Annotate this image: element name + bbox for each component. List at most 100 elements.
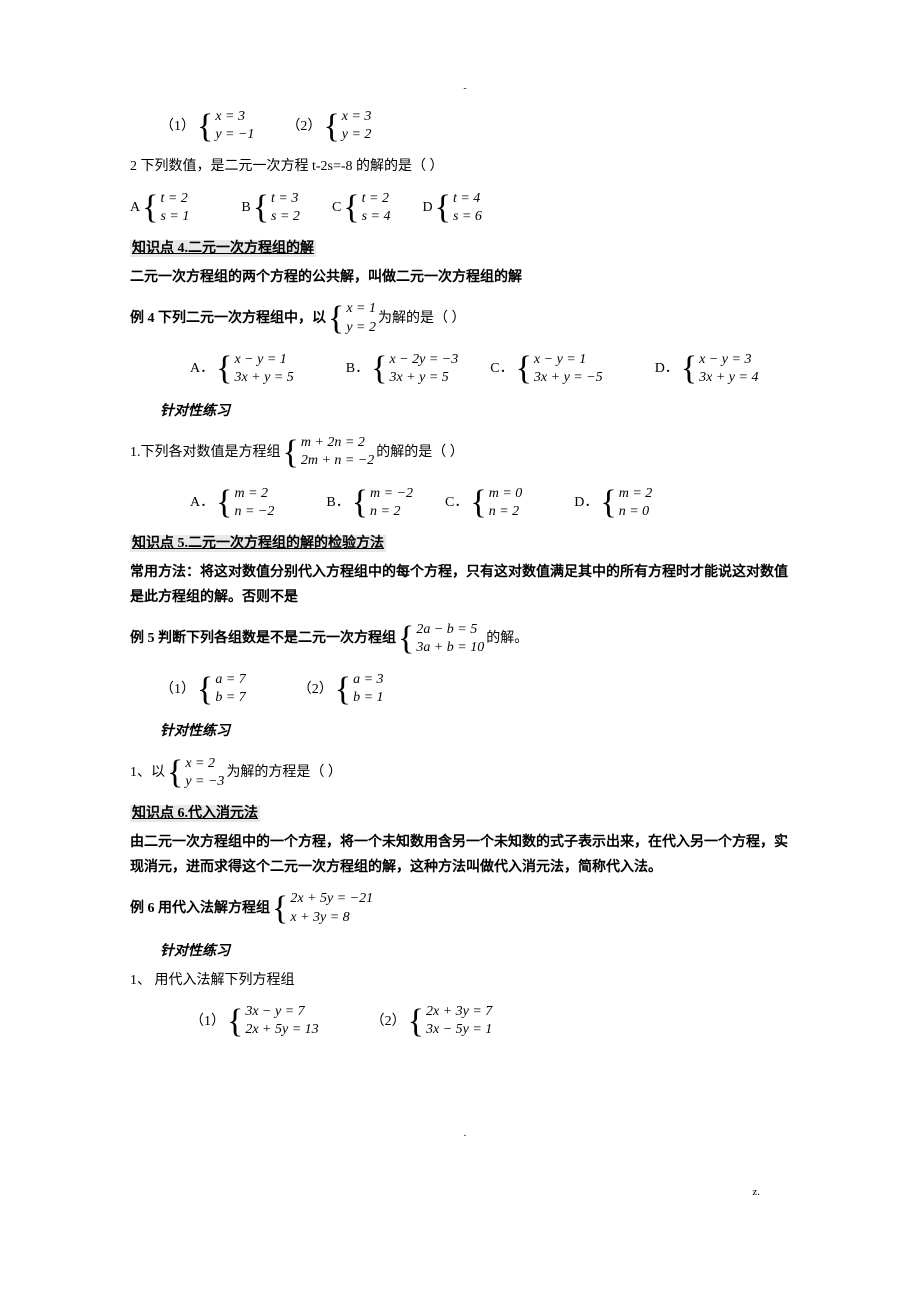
kp4-sysB: { x − 2y = −3 3x + y = 5 — [371, 351, 458, 387]
kp5-p1-post: 为解的方程是（ ） — [226, 760, 342, 785]
opt-D: D． — [574, 490, 598, 515]
q2-sysB: { t = 3 s = 2 — [253, 190, 300, 226]
eq: a = 7 — [215, 671, 245, 689]
kp4-p1-sys: { m + 2n = 2 2m + n = −2 — [283, 434, 375, 470]
ex5-row: 例 5 判断下列各组数是不是二元一次方程组 { 2a − b = 5 3a + … — [130, 617, 800, 661]
kp4p-sysC: { m = 0 n = 2 — [470, 485, 522, 521]
kp5-p1-sys: { x = 2 y = −3 — [167, 755, 224, 791]
kp4p-sysA: { m = 2 n = −2 — [216, 485, 274, 521]
q2-sysA: { t = 2 s = 1 — [142, 190, 189, 226]
eq: b = 1 — [353, 689, 383, 707]
eq: y = 2 — [346, 319, 376, 337]
q2-sysD: { t = 4 s = 6 — [435, 190, 482, 226]
ex6-row: 例 6 用代入法解方程组 { 2x + 5y = −21 x + 3y = 8 — [130, 886, 800, 930]
eq: 3a + b = 10 — [416, 639, 484, 657]
eq: s = 6 — [453, 208, 482, 226]
kp4-def: 二元一次方程组的两个方程的公共解，叫做二元一次方程组的解 — [130, 265, 800, 290]
eq: 2m + n = −2 — [301, 452, 374, 470]
eq: a = 3 — [353, 671, 383, 689]
brace-icon: { — [600, 489, 616, 516]
brace-icon: { — [272, 895, 288, 922]
brace-icon: { — [197, 113, 213, 140]
eq: s = 4 — [362, 208, 391, 226]
eq: 3x − y = 7 — [245, 1003, 318, 1021]
brace-icon: { — [328, 305, 344, 332]
kp6-title: 知识点 6.代入消元法 — [130, 805, 260, 822]
ex5-sys: { 2a − b = 5 3a + b = 10 — [398, 621, 484, 657]
eq: 2x + 5y = 13 — [245, 1021, 318, 1039]
kp4-p1-pre: 1.下列各对数值是方程组 — [130, 440, 281, 465]
eq: m + 2n = 2 — [301, 434, 374, 452]
eq: 2x + 5y = −21 — [290, 890, 373, 908]
ex5-n2: （2） — [298, 677, 333, 702]
brace-icon: { — [216, 355, 232, 382]
opt-D: D． — [655, 356, 679, 381]
header-mark: - — [130, 80, 800, 98]
kp6-p1-text: 1、 用代入法解下列方程组 — [130, 968, 800, 993]
brace-icon: { — [398, 625, 414, 652]
ex4-pre: 例 4 下列二元一次方程组中，以 — [130, 306, 326, 331]
eq: 3x + y = 4 — [699, 369, 758, 387]
opt-C: C． — [445, 490, 468, 515]
eq: y = −1 — [215, 126, 254, 144]
kp4-p1-post: 的解的是（ ） — [376, 440, 464, 465]
brace-icon: { — [142, 194, 158, 221]
eq: y = −3 — [185, 773, 224, 791]
kp6-p1-subs: （1） { 3x − y = 7 2x + 5y = 13 （2） { 2x +… — [190, 999, 800, 1043]
opt-A: A — [130, 195, 140, 220]
q1-row: （1） { x = 3 y = −1 （2） { x = 3 y = 2 — [160, 104, 800, 148]
kp4-sysA: { x − y = 1 3x + y = 5 — [216, 351, 294, 387]
eq: m = 2 — [234, 485, 274, 503]
eq: 2x + 3y = 7 — [426, 1003, 492, 1021]
eq: n = −2 — [234, 503, 274, 521]
opt-A: A． — [190, 356, 214, 381]
eq: n = 2 — [489, 503, 523, 521]
q1-num1: （1） — [160, 114, 195, 139]
eq: m = 0 — [489, 485, 523, 503]
kp6-p1-sys2: { 2x + 3y = 7 3x − 5y = 1 — [408, 1003, 493, 1039]
eq: t = 2 — [160, 190, 189, 208]
q2-options: A { t = 2 s = 1 B { t = 3 s = 2 C { t = … — [130, 186, 800, 230]
eq: t = 4 — [453, 190, 482, 208]
eq: 3x + y = 5 — [234, 369, 293, 387]
brace-icon: { — [516, 355, 532, 382]
kp5-p1-row: 1、以 { x = 2 y = −3 为解的方程是（ ） — [130, 751, 800, 795]
brace-icon: { — [253, 194, 269, 221]
ex5-pre: 例 5 判断下列各组数是不是二元一次方程组 — [130, 626, 396, 651]
opt-A: A． — [190, 490, 214, 515]
brace-icon: { — [197, 676, 213, 703]
eq: b = 7 — [215, 689, 245, 707]
eq: x = 3 — [342, 108, 372, 126]
brace-icon: { — [335, 676, 351, 703]
brace-icon: { — [227, 1008, 243, 1035]
opt-D: D — [423, 195, 433, 220]
kp4-p1-options: A． { m = 2 n = −2 B． { m = −2 n = 2 C． {… — [190, 481, 800, 525]
eq: x − y = 1 — [234, 351, 293, 369]
kp6-def: 由二元一次方程组中的一个方程，将一个未知数用含另一个未知数的式子表示出来，在代入… — [130, 830, 800, 880]
kp4-sysC: { x − y = 1 3x + y = −5 — [516, 351, 603, 387]
eq: t = 2 — [362, 190, 391, 208]
eq: x − y = 1 — [534, 351, 603, 369]
brace-icon: { — [435, 194, 451, 221]
eq: n = 0 — [619, 503, 653, 521]
eq: 3x + y = 5 — [389, 369, 458, 387]
brace-icon: { — [167, 759, 183, 786]
ex4-options: A． { x − y = 1 3x + y = 5 B． { x − 2y = … — [190, 347, 800, 391]
kp4-title: 知识点 4.二元一次方程组的解 — [130, 240, 316, 257]
brace-icon: { — [323, 113, 339, 140]
q2-text: 2 下列数值，是二元一次方程 t-2s=-8 的解的是（ ） — [130, 154, 800, 179]
brace-icon: { — [283, 439, 299, 466]
kp5-title: 知识点 5.二元一次方程组的解的检验方法 — [130, 535, 386, 552]
q1-sys1: { x = 3 y = −1 — [197, 108, 254, 144]
eq: 3x + y = −5 — [534, 369, 603, 387]
eq: x − 2y = −3 — [389, 351, 458, 369]
kp5-def: 常用方法：将这对数值分别代入方程组中的每个方程，只有这对数值满足其中的所有方程时… — [130, 560, 800, 610]
brace-icon: { — [681, 355, 697, 382]
brace-icon: { — [371, 355, 387, 382]
kp4-sysD: { x − y = 3 3x + y = 4 — [681, 351, 759, 387]
opt-C: C． — [490, 356, 513, 381]
eq: s = 1 — [160, 208, 189, 226]
eq: x = 1 — [346, 300, 376, 318]
brace-icon: { — [343, 194, 359, 221]
ex4-post: 为解的是（ ） — [378, 306, 466, 331]
